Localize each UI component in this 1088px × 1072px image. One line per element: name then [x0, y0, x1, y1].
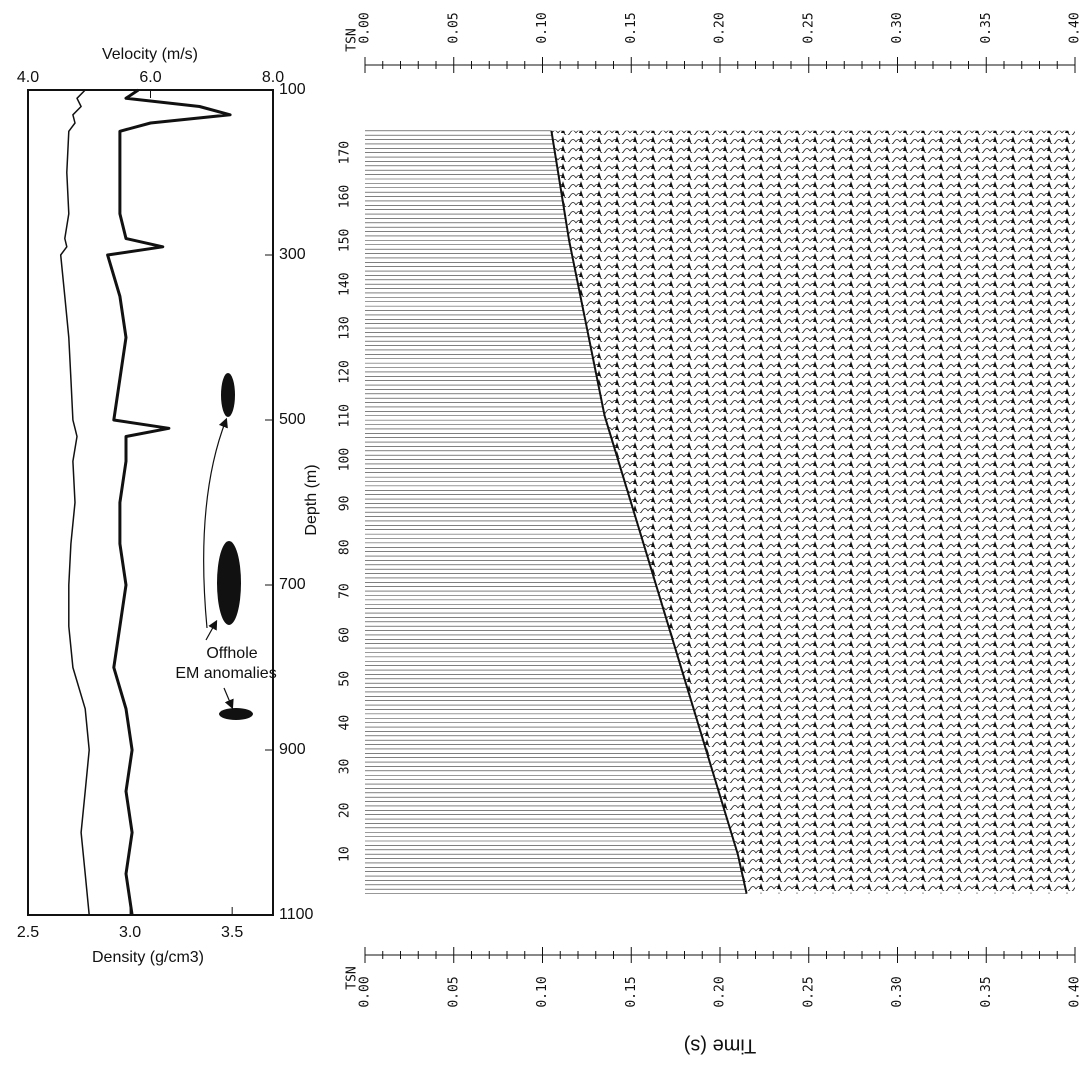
- x2-axis-title: Density (g/cm3): [92, 949, 204, 966]
- x-tick-label: 0.40: [1068, 976, 1083, 1007]
- log-frame: [27, 89, 274, 916]
- y-tick-label: 40: [338, 715, 353, 731]
- x-tick-label: 0.05: [446, 12, 461, 43]
- x-tick-label: 0.30: [890, 12, 905, 43]
- x-tick-label: 0.35: [979, 976, 994, 1007]
- seismic-panel: TSN TSN Time (s) 0.00 0.00 0.05 0.05 0.10 0.1…: [338, 12, 1083, 1056]
- y-tick-label: 110: [338, 404, 353, 427]
- x2-tick-label: 3.0: [119, 924, 141, 941]
- y-tick-label: 100: [338, 448, 353, 471]
- y-tick-label: 300: [279, 246, 306, 263]
- y-tick-label: 140: [338, 272, 353, 295]
- x-tick-label: 0.30: [890, 976, 905, 1007]
- y-tick-label: 50: [338, 671, 353, 687]
- y-tick-label: 90: [338, 496, 353, 512]
- arrow: [205, 619, 218, 641]
- y-axis-title: Depth (m): [303, 464, 320, 535]
- x-tick-label: 0.20: [713, 12, 728, 43]
- y-tick-label: 80: [338, 539, 353, 555]
- x-axis-title: Time (s): [684, 1035, 757, 1057]
- y-tick-label: 700: [279, 576, 306, 593]
- wavefield: [551, 130, 1075, 894]
- x2-tick-label: 3.5: [221, 924, 243, 941]
- y-tick-label: 10: [338, 846, 353, 862]
- log-panel: Velocity (m/s) Density (g/cm3) Depth (m)…: [17, 46, 320, 966]
- y-tick-label: 1100: [279, 906, 314, 923]
- y-tick-label: 120: [338, 360, 353, 383]
- x-tick-label: 4.0: [17, 69, 39, 86]
- x-tick-label: 0.35: [979, 12, 994, 43]
- x2-tick-label: 2.5: [17, 924, 39, 941]
- annotation: Offhole: [206, 645, 257, 662]
- x-tick-label: 0.40: [1068, 12, 1083, 43]
- x-tick-label: 0.00: [358, 976, 373, 1007]
- x-tick-label: 0.25: [801, 976, 816, 1007]
- y-tick-label: 60: [338, 627, 353, 643]
- first-break: [550, 130, 748, 894]
- x-tick-label: 0.10: [535, 976, 550, 1007]
- y-tick-label: 150: [338, 229, 353, 252]
- y-tick-label: 70: [338, 583, 353, 599]
- log-curve: [59, 89, 90, 916]
- x-tick-label: 0.15: [624, 976, 639, 1007]
- log-curve: [106, 88, 232, 916]
- y-tick-label: 500: [279, 411, 306, 428]
- anomaly: [219, 708, 253, 720]
- x-tick-label: 0.15: [624, 12, 639, 43]
- anomaly: [221, 373, 235, 417]
- tsn-label: TSN: [345, 28, 360, 51]
- x-axis-title: Velocity (m/s): [102, 46, 198, 63]
- y-tick-label: 900: [279, 741, 306, 758]
- x-tick-label: 0.10: [535, 12, 550, 43]
- arrow: [203, 417, 228, 629]
- annotation: EM anomalies: [175, 665, 276, 682]
- anomaly: [217, 541, 241, 625]
- y-tick-label: 100: [279, 81, 306, 98]
- y-tick-label: 170: [338, 141, 353, 164]
- x-tick-label: 8.0: [262, 69, 284, 86]
- x-tick-label: 0.00: [358, 12, 373, 43]
- y-tick-label: 30: [338, 759, 353, 775]
- x-tick-label: 0.05: [446, 976, 461, 1007]
- tsn-label: TSN: [345, 966, 360, 989]
- arrow: [223, 687, 234, 710]
- y-tick-label: 160: [338, 185, 353, 208]
- y-tick-label: 20: [338, 802, 353, 818]
- x-tick-label: 0.20: [713, 976, 728, 1007]
- x-tick-label: 6.0: [139, 69, 161, 86]
- y-tick-label: 130: [338, 316, 353, 339]
- x-tick-label: 0.25: [801, 12, 816, 43]
